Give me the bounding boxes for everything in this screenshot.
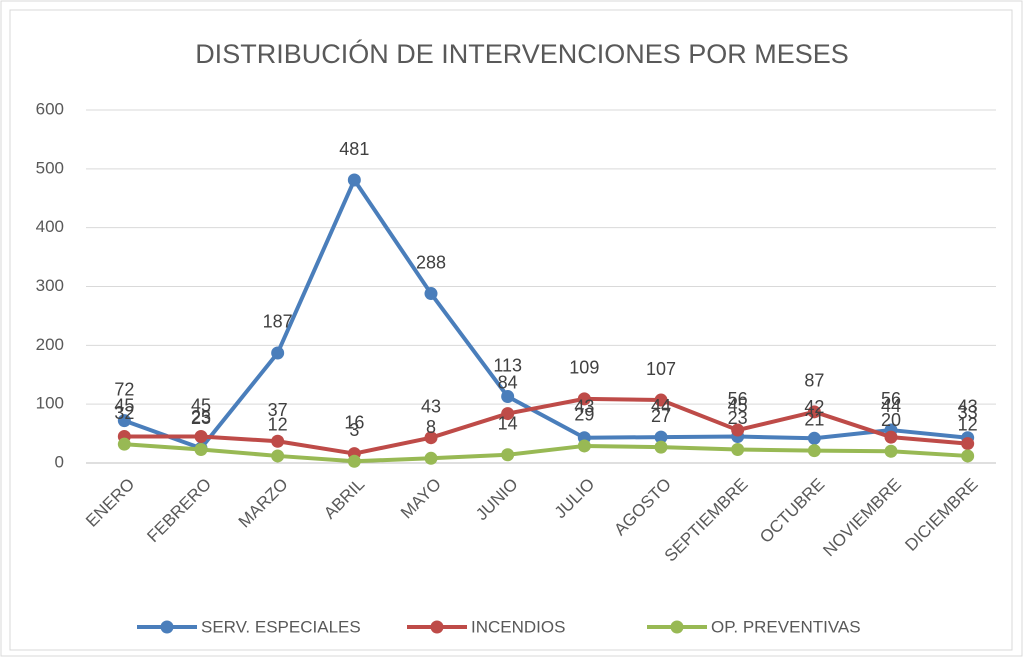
y-tick-label: 100 — [36, 394, 64, 413]
data-label: 56 — [728, 389, 748, 409]
point — [961, 437, 975, 451]
point — [424, 287, 438, 301]
chart-title: DISTRIBUCIÓN DE INTERVENCIONES POR MESES — [195, 38, 849, 69]
point — [347, 173, 361, 187]
point — [807, 405, 821, 419]
data-label: 23 — [191, 408, 211, 428]
point — [117, 414, 131, 428]
y-tick-label: 300 — [36, 276, 64, 295]
point — [271, 449, 285, 463]
data-label: 56 — [881, 389, 901, 409]
data-label: 3 — [349, 420, 359, 440]
data-label: 32 — [114, 403, 134, 423]
point — [654, 430, 668, 444]
data-label: 20 — [881, 410, 901, 430]
point — [501, 407, 515, 421]
point — [117, 437, 131, 451]
data-label: 45 — [728, 395, 748, 415]
data-label: 12 — [268, 415, 288, 435]
legend-marker — [160, 620, 174, 634]
line-series — [124, 442, 968, 464]
point — [347, 454, 361, 468]
data-label: 44 — [651, 396, 671, 416]
data-label: 27 — [651, 406, 671, 426]
data-label: 23 — [728, 408, 748, 428]
y-tick-label: 200 — [36, 335, 64, 354]
legend-marker — [430, 620, 444, 634]
data-label: 113 — [493, 355, 522, 375]
data-label: 8 — [426, 417, 436, 437]
data-label: 43 — [574, 396, 594, 416]
line-series — [123, 178, 968, 451]
data-label: 84 — [498, 372, 518, 392]
y-tick-label: 0 — [55, 452, 64, 471]
point — [654, 393, 668, 407]
data-label: 288 — [416, 252, 446, 272]
data-label: 43 — [421, 396, 441, 416]
point — [271, 434, 285, 448]
point — [424, 451, 438, 465]
data-label: 45 — [114, 395, 134, 415]
line-series — [124, 396, 968, 456]
chart-frame — [9, 9, 1013, 651]
y-tick-label: 400 — [36, 217, 64, 236]
data-label: 187 — [263, 312, 293, 332]
legend-marker — [670, 620, 684, 634]
data-label: 37 — [268, 400, 288, 420]
data-label: 12 — [958, 415, 978, 435]
point — [194, 430, 208, 444]
point — [884, 444, 898, 458]
point — [501, 390, 515, 404]
data-label: 25 — [191, 407, 211, 427]
point — [271, 346, 285, 360]
data-label: 45 — [191, 395, 211, 415]
y-tick-label: 600 — [36, 99, 64, 118]
data-label: 21 — [804, 409, 824, 429]
point — [884, 430, 898, 444]
point — [654, 440, 668, 454]
legend-label: INCENDIOS — [471, 617, 565, 636]
data-label: 42 — [804, 397, 824, 417]
data-label: 14 — [498, 414, 518, 434]
data-label: 43 — [958, 396, 978, 416]
point — [577, 392, 591, 406]
point — [194, 442, 208, 456]
data-label: 16 — [344, 412, 364, 432]
point — [961, 449, 975, 463]
data-label: 481 — [339, 139, 369, 159]
y-tick-label: 500 — [36, 158, 64, 177]
data-label: 44 — [881, 396, 901, 416]
point — [807, 444, 821, 458]
legend-label: SERV. ESPECIALES — [201, 617, 361, 636]
data-label: 107 — [646, 359, 676, 379]
data-label: 87 — [804, 371, 824, 391]
legend-label: OP. PREVENTIVAS — [711, 617, 861, 636]
data-label: 29 — [574, 405, 594, 425]
point — [807, 431, 821, 445]
data-label: 72 — [114, 379, 134, 399]
point — [501, 448, 515, 462]
point — [577, 439, 591, 453]
point — [424, 431, 438, 445]
data-label: 109 — [569, 358, 599, 378]
data-label: 33 — [958, 402, 978, 422]
point — [731, 442, 745, 456]
point — [731, 423, 745, 437]
